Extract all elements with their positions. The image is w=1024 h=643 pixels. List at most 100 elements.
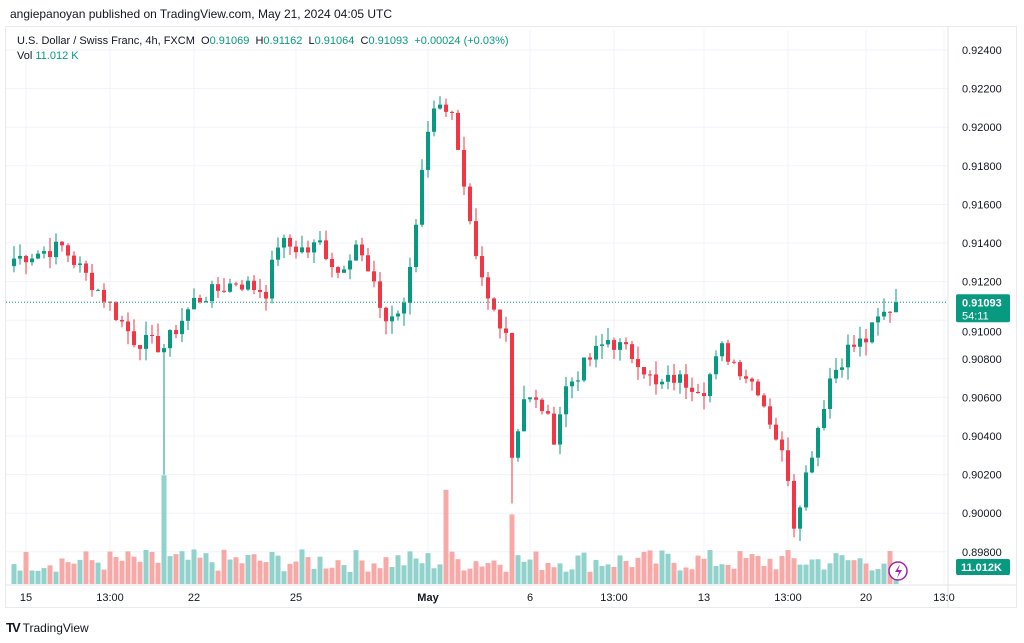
volume-bar [299,549,305,584]
candle-body [534,397,538,400]
volume-bar [599,565,605,584]
candle-body [756,381,760,396]
candle-body [720,343,724,357]
candle-body [96,289,100,291]
candle-body [396,313,400,317]
volume-bar [395,555,401,584]
candle-body [252,280,256,290]
volume-bar [263,562,269,584]
price-label: 0.91400 [962,238,1002,250]
candle-body [540,399,544,412]
price-label: 0.92400 [962,45,1002,57]
candle-body [72,255,76,265]
volume-bar [359,560,365,584]
candle-body [30,258,34,263]
candle-body [330,258,334,268]
candle-body [480,256,484,278]
candle-body [36,253,40,259]
volume-bar [353,550,359,584]
candle-body [882,311,886,317]
candle-body [546,411,550,414]
time-label: 15 [20,592,32,604]
last-volume-label: 11.012K [961,562,1002,574]
candle-body [888,311,892,313]
volume-bar [581,552,587,584]
volume-bar [833,553,839,584]
volume-bar [875,569,881,584]
volume-bar [167,556,173,584]
candle-body [582,357,586,381]
price-label: 0.90000 [962,508,1002,520]
candle-body [306,247,310,253]
volume-bar [635,557,641,584]
volume-bar [821,569,827,584]
candle-body [228,283,232,292]
candle-body [864,338,868,343]
volume-bar [323,568,329,584]
candle-body [672,374,676,383]
candle-body [174,330,178,335]
volume-bar [431,568,437,584]
candle-body [822,409,826,429]
candle-body [408,267,412,303]
volume-bar [401,565,407,584]
volume-label: Vol [17,50,33,62]
candle-body [384,307,388,322]
candle-body [60,241,64,246]
volume-bar [311,568,317,584]
candle-body [516,431,520,458]
price-label: 0.91600 [962,199,1002,211]
close-label: C [360,35,369,47]
candle-body [270,259,274,299]
candle-body [594,345,598,360]
candle-body [324,240,328,259]
candle-body [366,255,370,272]
candle-body [654,374,658,385]
candle-body [264,291,268,299]
volume-bar [173,554,179,584]
volume-bar [197,557,203,584]
candle-body [528,397,532,400]
candle-body [792,480,796,529]
volume-bar [101,569,107,584]
candle-body [90,272,94,291]
time-label: 25 [290,592,302,604]
candle-body [786,450,790,481]
high-label: H [255,35,264,47]
candle-body [426,131,430,170]
volume-bar [383,557,389,584]
candle-body [300,247,304,253]
time-label: May [417,592,439,604]
volume-bar [461,570,467,584]
volume-bar [365,571,371,584]
candle-body [18,255,22,259]
volume-value: 11.012 K [35,50,79,62]
volume-bar [437,564,443,584]
candle-body [42,251,46,254]
candle-body [648,374,652,376]
candle-body [468,186,472,222]
candle-body [762,395,766,407]
volume-bar [53,571,59,584]
price-label: 0.90200 [962,470,1002,482]
volume-bar [611,567,617,584]
candle-body [624,342,628,345]
candle-body [678,374,682,383]
volume-bar [371,563,377,584]
volume-bar [839,555,845,584]
candle-body [390,316,394,322]
candle-body [354,244,358,261]
volume-bar [533,551,539,584]
volume-bar [773,569,779,584]
candle-body [852,344,856,347]
volume-bar [329,567,335,584]
candle-body [360,244,364,256]
price-label: 0.90400 [962,431,1002,443]
volume-bar [317,556,323,584]
volume-bar [95,562,101,584]
candle-body [858,338,862,347]
candle-body [876,316,880,323]
tradingview-logo[interactable]: TV TradingView [6,620,89,635]
candle-body [744,376,748,379]
